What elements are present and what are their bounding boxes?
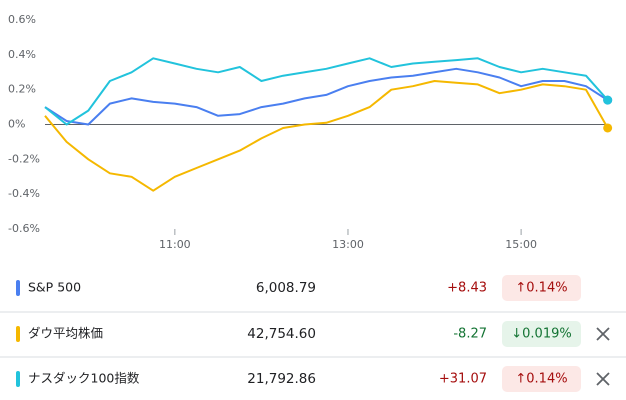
series-line xyxy=(44,67,609,126)
y-tick-label: -0.2% xyxy=(8,152,40,165)
close-icon[interactable] xyxy=(596,372,610,386)
series-marker xyxy=(16,371,20,387)
y-tick-label: 0.4% xyxy=(8,48,36,61)
percent-pill xyxy=(502,366,581,392)
percent: ↑0.14% xyxy=(515,372,567,387)
close-icon[interactable] xyxy=(596,327,610,341)
index-name: ダウ平均株価 xyxy=(28,326,103,341)
end-dot xyxy=(603,123,613,133)
x-tick-label: 11:00 xyxy=(159,238,191,251)
series-marker xyxy=(16,326,20,342)
series-line xyxy=(44,80,609,192)
x-tick-label: 15:00 xyxy=(505,238,537,251)
price: 42,754.60 xyxy=(247,326,316,342)
end-dot xyxy=(603,95,613,105)
change: +31.07 xyxy=(439,372,487,387)
y-tick-label: 0.2% xyxy=(8,83,36,96)
percent-pill xyxy=(502,275,581,301)
index-name: S&P 500 xyxy=(28,280,81,295)
series-marker xyxy=(16,280,20,296)
percent-pill xyxy=(502,321,581,347)
index-name: ナスダック100指数 xyxy=(28,371,140,386)
x-tick-label: 13:00 xyxy=(332,238,364,251)
change: -8.27 xyxy=(453,327,487,342)
price: 6,008.79 xyxy=(256,280,316,296)
percent: ↓0.019% xyxy=(511,327,571,342)
series-line xyxy=(44,57,609,126)
y-tick-label: 0% xyxy=(8,118,25,131)
y-tick-label: -0.4% xyxy=(8,187,40,200)
change: +8.43 xyxy=(447,281,487,296)
y-tick-label: -0.6% xyxy=(8,222,40,235)
percent: ↑0.14% xyxy=(515,281,567,296)
price: 21,792.86 xyxy=(247,371,316,387)
y-tick-label: 0.6% xyxy=(8,13,36,26)
